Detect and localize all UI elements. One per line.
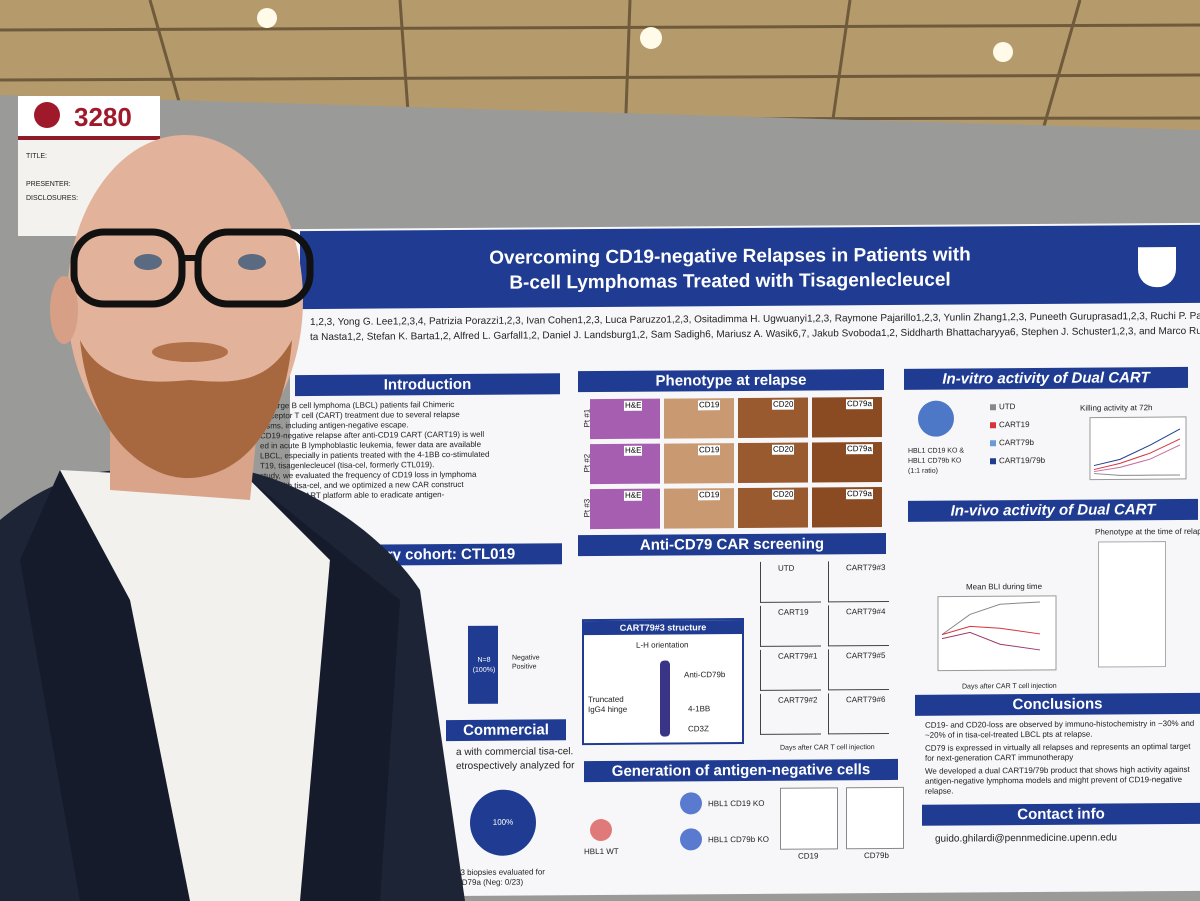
curve xyxy=(1093,444,1181,473)
curve xyxy=(941,601,1041,636)
curve xyxy=(1093,428,1181,467)
eye xyxy=(134,254,162,270)
mustache xyxy=(152,342,228,362)
glasses-lens xyxy=(194,228,314,308)
curve xyxy=(1093,473,1180,476)
beard xyxy=(80,340,292,479)
field: DISCLOSURES: xyxy=(26,195,79,202)
killing-chart xyxy=(1089,416,1187,481)
ceiling-light xyxy=(257,8,277,28)
board-number: 3280 xyxy=(74,102,132,132)
poster: Overcoming CD19-negative Relapses in Pat… xyxy=(260,222,1200,898)
curve xyxy=(941,625,1041,636)
bli-chart xyxy=(937,595,1057,672)
ceiling-light xyxy=(640,27,662,49)
ceiling-light xyxy=(993,42,1013,62)
eye xyxy=(238,254,266,270)
glasses-lens xyxy=(70,228,186,308)
curve xyxy=(941,631,1041,651)
ear xyxy=(50,276,78,344)
field: PRESENTER: xyxy=(26,181,71,188)
lapel xyxy=(250,480,400,901)
lapel xyxy=(20,470,190,901)
curve xyxy=(1093,438,1181,471)
plot-frame xyxy=(937,595,1057,672)
logo xyxy=(34,102,60,128)
field: TITLE: xyxy=(26,153,48,160)
plot-frame xyxy=(1089,416,1187,481)
